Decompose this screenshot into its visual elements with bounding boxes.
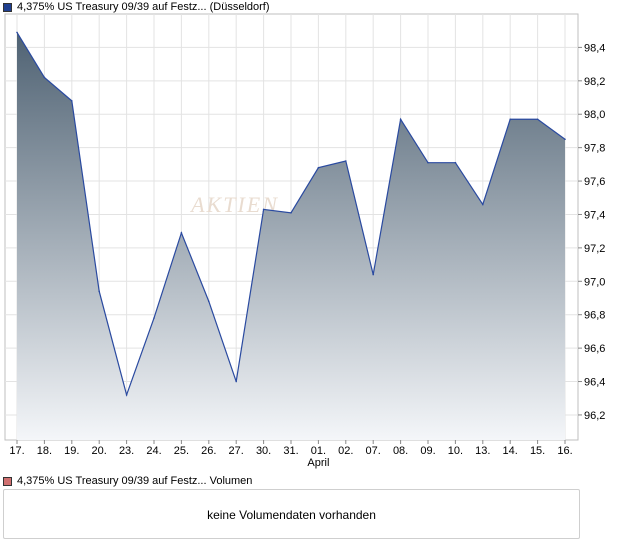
price-legend-swatch — [3, 2, 12, 12]
x-tick-label: 23. — [119, 445, 134, 457]
price-point — [536, 118, 539, 121]
price-point — [180, 232, 183, 234]
price-point — [235, 380, 237, 383]
price-point — [317, 166, 320, 169]
price-point — [262, 208, 265, 211]
price-point — [454, 161, 457, 164]
price-point — [290, 212, 292, 214]
no-volume-message: keine Volumendaten vorhanden — [207, 508, 376, 522]
x-tick-label: 17. — [9, 445, 24, 457]
y-tick-label: 97,6 — [584, 176, 605, 188]
price-legend-label: 4,375% US Treasury 09/39 auf Festz... (D… — [17, 1, 270, 13]
y-tick-label: 96,8 — [584, 310, 605, 322]
x-tick-label: 02. — [338, 445, 353, 457]
x-tick-label: 01. — [311, 445, 326, 457]
x-tick-label: 10. — [448, 445, 463, 457]
price-point — [153, 317, 155, 319]
x-tick-label: 15. — [530, 445, 545, 457]
x-tick-label: 25. — [174, 445, 189, 457]
x-tick-label: 27. — [229, 445, 244, 457]
price-chart: AKTIEN 96,2 96,4 96,6 96,8 97,0 97,2 97,4 97,6 97… — [4, 13, 605, 469]
volume-legend-swatch — [3, 476, 12, 486]
x-tick-label: 24. — [146, 445, 161, 457]
x-tick-label: 07. — [366, 445, 381, 457]
y-tick-label: 98,2 — [584, 76, 605, 88]
y-tick-label: 98,0 — [584, 109, 605, 121]
y-tick-label: 98,4 — [584, 42, 605, 54]
watermark-logo: AKTIEN — [189, 192, 279, 217]
x-tick-label: 18. — [37, 445, 52, 457]
x-tick-label: 19. — [64, 445, 79, 457]
price-point — [399, 118, 402, 121]
x-tick-label: 20. — [92, 445, 107, 457]
price-point — [16, 31, 18, 34]
x-tick-label: 14. — [503, 445, 518, 457]
price-point — [43, 76, 46, 79]
price-area-fill — [17, 32, 565, 440]
price-point — [98, 290, 100, 293]
y-tick-label: 97,4 — [584, 209, 605, 221]
y-tick-label: 96,6 — [584, 343, 605, 355]
price-legend: 4,375% US Treasury 09/39 auf Festz... (D… — [3, 0, 270, 14]
volume-legend-label: 4,375% US Treasury 09/39 auf Festz... Vo… — [17, 475, 253, 487]
x-tick-label: 09. — [420, 445, 435, 457]
price-point — [509, 118, 512, 121]
x-month-label: April — [307, 457, 329, 469]
x-tick-label: 13. — [475, 445, 490, 457]
x-tick-label: 30. — [256, 445, 271, 457]
price-point — [71, 100, 73, 102]
y-tick-label: 97,8 — [584, 143, 605, 155]
price-point — [208, 300, 210, 303]
price-point — [482, 203, 484, 206]
y-tick-label: 96,2 — [584, 410, 605, 422]
x-tick-label: 26. — [201, 445, 216, 457]
y-tick-label: 97,0 — [584, 276, 605, 288]
x-tick-label: 08. — [393, 445, 408, 457]
price-point — [427, 161, 429, 164]
price-point — [125, 394, 128, 396]
price-point — [372, 273, 375, 276]
price-point — [345, 160, 347, 162]
y-tick-label: 96,4 — [584, 377, 605, 389]
x-tick-label: 16. — [557, 445, 572, 457]
x-tick-label: 31. — [283, 445, 298, 457]
price-point — [564, 138, 566, 141]
volume-panel: keine Volumendaten vorhanden — [3, 489, 580, 539]
volume-legend: 4,375% US Treasury 09/39 auf Festz... Vo… — [3, 474, 252, 488]
y-tick-label: 97,2 — [584, 243, 605, 255]
